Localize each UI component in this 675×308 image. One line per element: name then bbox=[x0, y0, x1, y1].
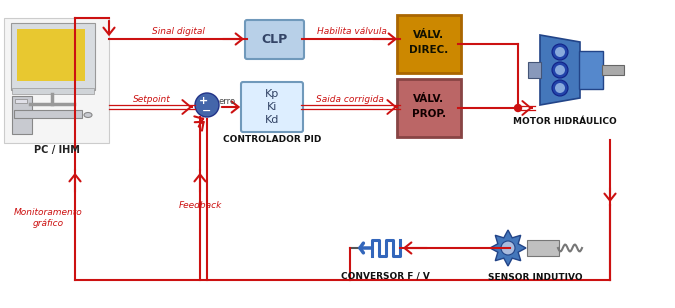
FancyBboxPatch shape bbox=[4, 18, 109, 143]
FancyBboxPatch shape bbox=[12, 96, 32, 134]
Circle shape bbox=[555, 83, 565, 93]
Circle shape bbox=[552, 44, 568, 60]
Text: Sinal digital: Sinal digital bbox=[152, 27, 205, 37]
Text: Ki: Ki bbox=[267, 102, 277, 112]
FancyBboxPatch shape bbox=[15, 99, 27, 103]
Text: PC / IHM: PC / IHM bbox=[34, 145, 80, 155]
Text: PROP.: PROP. bbox=[412, 109, 446, 119]
Circle shape bbox=[555, 47, 565, 57]
Circle shape bbox=[195, 93, 219, 117]
Text: CLP: CLP bbox=[261, 33, 288, 46]
Text: Habilita válvula: Habilita válvula bbox=[317, 26, 387, 35]
FancyBboxPatch shape bbox=[397, 15, 461, 73]
FancyBboxPatch shape bbox=[11, 23, 95, 90]
FancyBboxPatch shape bbox=[527, 240, 559, 256]
Text: VÁLV.: VÁLV. bbox=[413, 30, 445, 40]
Text: VÁLV.: VÁLV. bbox=[413, 94, 445, 104]
Circle shape bbox=[552, 62, 568, 78]
Polygon shape bbox=[490, 230, 526, 266]
Circle shape bbox=[555, 65, 565, 75]
Text: Monitoramento
gráfico: Monitoramento gráfico bbox=[14, 208, 82, 228]
Text: Saida corrigida: Saida corrigida bbox=[316, 95, 384, 103]
Text: MOTOR HIDRÁULICO: MOTOR HIDRÁULICO bbox=[513, 117, 617, 127]
Ellipse shape bbox=[84, 112, 92, 117]
Text: SENSOR INDUTIVO: SENSOR INDUTIVO bbox=[487, 274, 583, 282]
Circle shape bbox=[501, 241, 515, 255]
Polygon shape bbox=[540, 35, 580, 105]
Text: +: + bbox=[198, 96, 208, 106]
Text: Kp: Kp bbox=[265, 89, 279, 99]
Text: Feedback: Feedback bbox=[178, 201, 221, 209]
FancyBboxPatch shape bbox=[245, 20, 304, 59]
FancyBboxPatch shape bbox=[14, 110, 82, 118]
FancyBboxPatch shape bbox=[397, 79, 461, 137]
Text: CONTROLADOR PID: CONTROLADOR PID bbox=[223, 135, 321, 144]
Text: Setpoint: Setpoint bbox=[133, 95, 171, 103]
FancyBboxPatch shape bbox=[528, 62, 541, 78]
FancyBboxPatch shape bbox=[12, 88, 94, 94]
Text: Kd: Kd bbox=[265, 115, 279, 125]
FancyBboxPatch shape bbox=[602, 65, 624, 75]
FancyBboxPatch shape bbox=[241, 82, 303, 132]
Circle shape bbox=[514, 104, 522, 111]
Text: DIREC.: DIREC. bbox=[409, 45, 449, 55]
Text: erro: erro bbox=[219, 96, 236, 106]
Circle shape bbox=[552, 80, 568, 96]
FancyBboxPatch shape bbox=[579, 51, 603, 89]
Text: −: − bbox=[202, 106, 212, 116]
Text: CONVERSOR F / V: CONVERSOR F / V bbox=[341, 271, 429, 281]
FancyBboxPatch shape bbox=[17, 29, 85, 81]
